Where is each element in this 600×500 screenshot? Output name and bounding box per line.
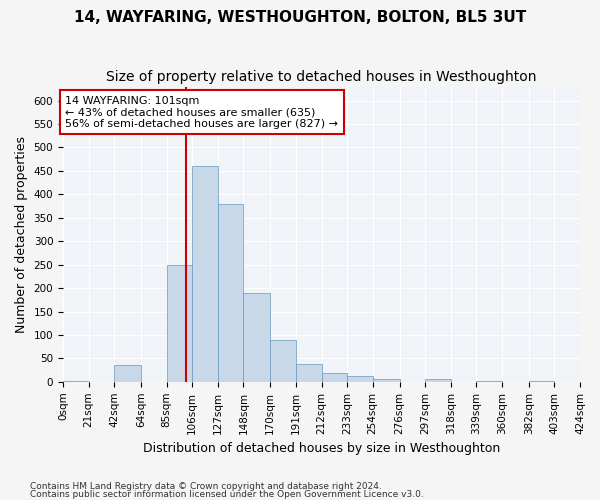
Bar bbox=[271, 340, 296, 382]
Bar bbox=[322, 374, 347, 382]
Bar bbox=[244, 293, 271, 382]
Bar bbox=[425, 378, 451, 382]
Y-axis label: Number of detached properties: Number of detached properties bbox=[15, 136, 28, 332]
Bar bbox=[373, 380, 400, 382]
Title: Size of property relative to detached houses in Westhoughton: Size of property relative to detached ho… bbox=[106, 70, 537, 84]
Bar bbox=[167, 264, 192, 382]
Bar bbox=[529, 381, 554, 382]
Text: Contains public sector information licensed under the Open Government Licence v3: Contains public sector information licen… bbox=[30, 490, 424, 499]
Bar bbox=[347, 376, 373, 382]
X-axis label: Distribution of detached houses by size in Westhoughton: Distribution of detached houses by size … bbox=[143, 442, 500, 455]
Bar bbox=[476, 381, 502, 382]
Text: Contains HM Land Registry data © Crown copyright and database right 2024.: Contains HM Land Registry data © Crown c… bbox=[30, 482, 382, 491]
Bar bbox=[63, 381, 89, 382]
Bar bbox=[114, 366, 141, 382]
Text: 14, WAYFARING, WESTHOUGHTON, BOLTON, BL5 3UT: 14, WAYFARING, WESTHOUGHTON, BOLTON, BL5… bbox=[74, 10, 526, 25]
Text: 14 WAYFARING: 101sqm
← 43% of detached houses are smaller (635)
56% of semi-deta: 14 WAYFARING: 101sqm ← 43% of detached h… bbox=[65, 96, 338, 129]
Bar bbox=[296, 364, 322, 382]
Bar bbox=[218, 204, 244, 382]
Bar bbox=[192, 166, 218, 382]
